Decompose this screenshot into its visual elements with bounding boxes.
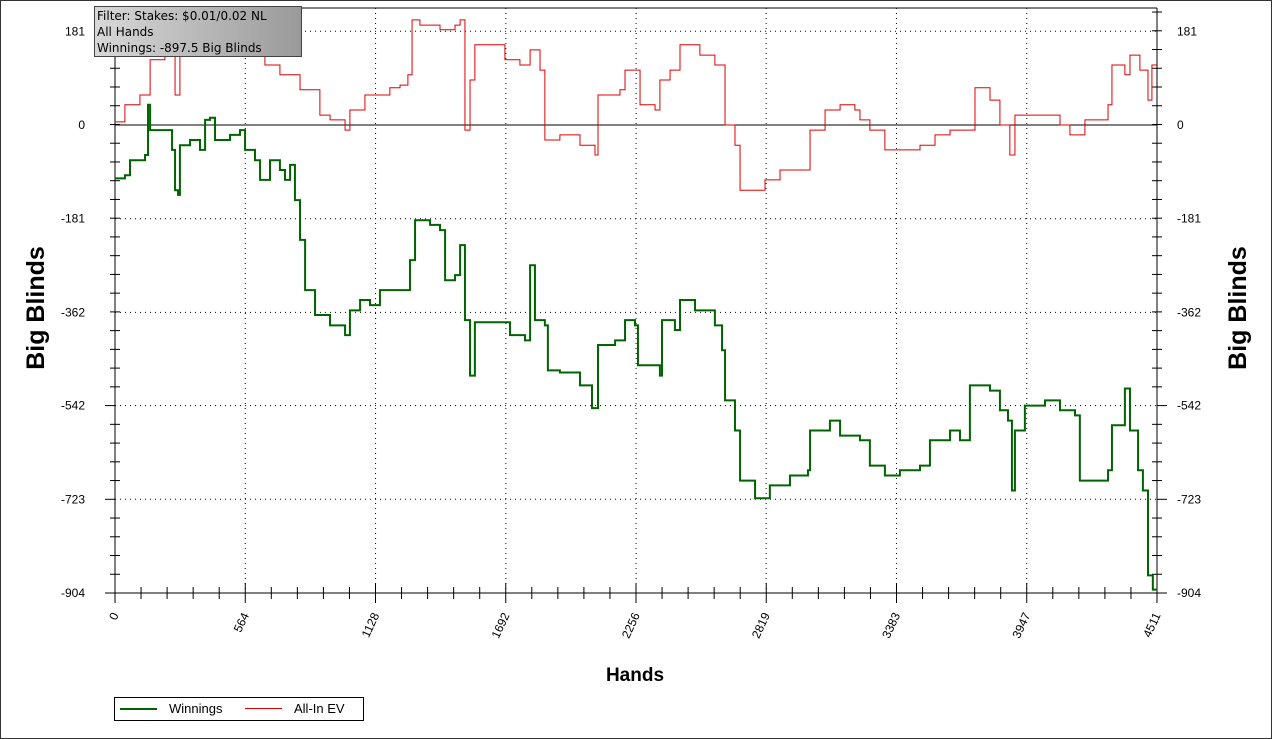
filter-hands: All Hands <box>97 25 154 39</box>
filter-winnings: Winnings: -897.5 Big Blinds <box>97 41 262 55</box>
y-tick-label-right: 181 <box>1177 24 1197 38</box>
x-axis-title: Hands <box>606 665 664 686</box>
x-tick-label: 4511 <box>1140 610 1164 640</box>
y-tick-label-right: -723 <box>1177 492 1201 506</box>
x-tick-label: 564 <box>231 610 252 634</box>
x-tick-label: 2819 <box>749 610 773 640</box>
y-tick-label-right: 0 <box>1177 118 1184 132</box>
y-tick-label-left: -723 <box>61 492 85 506</box>
filter-stakes: Filter: Stakes: $0.01/0.02 NL <box>97 9 267 23</box>
filter-info-box: Filter: Stakes: $0.01/0.02 NL All Hands … <box>94 6 302 57</box>
x-tick-label: 3383 <box>879 610 903 640</box>
y-tick-label-left: -542 <box>61 399 85 413</box>
y-tick-label-left: -362 <box>61 305 85 319</box>
y-tick-label-left: -904 <box>61 586 85 600</box>
x-tick-label: 0 <box>106 610 122 622</box>
series-line-allin-ev <box>115 19 1157 191</box>
x-tick-label: 2256 <box>619 610 643 640</box>
legend-swatch-allin-ev <box>245 708 282 709</box>
y-tick-label-left: -181 <box>61 212 85 226</box>
legend-swatch-winnings <box>120 707 157 710</box>
x-tick-label: 3947 <box>1009 610 1033 640</box>
y-tick-label-right: -542 <box>1177 399 1201 413</box>
series-line-winnings <box>115 103 1157 591</box>
legend-item-winnings: Winnings <box>120 701 222 716</box>
y-axis-title-left: Big Blinds <box>22 246 50 370</box>
x-tick-label: 1128 <box>359 610 383 640</box>
y-tick-label-left: 0 <box>78 118 85 132</box>
y-tick-label-right: -362 <box>1177 305 1201 319</box>
y-tick-label-right: -904 <box>1177 586 1201 600</box>
legend-label-allin-ev: All-In EV <box>294 701 345 716</box>
legend: Winnings All-In EV <box>114 697 364 721</box>
legend-label-winnings: Winnings <box>169 701 223 716</box>
x-tick-label: 1692 <box>489 610 513 640</box>
y-tick-label-left: 181 <box>65 24 85 38</box>
y-tick-label-right: -181 <box>1177 212 1201 226</box>
y-axis-title-right: Big Blinds <box>1224 246 1252 370</box>
legend-item-allin-ev: All-In EV <box>245 701 345 716</box>
